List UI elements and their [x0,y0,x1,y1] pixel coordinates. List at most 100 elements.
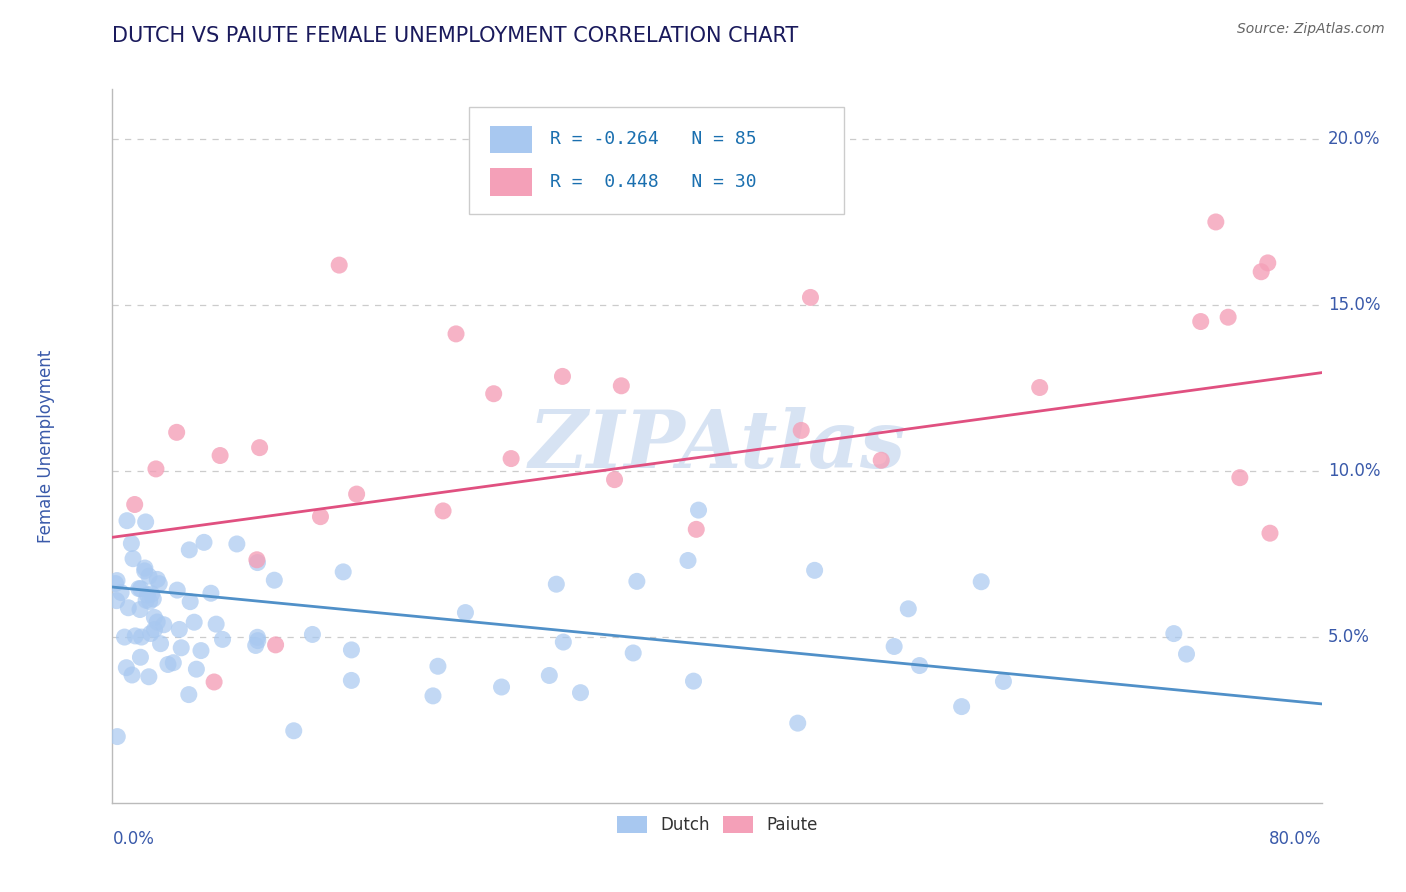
Point [432,504,454,518]
Point [146,573,169,587]
Point [117,600,139,615]
Point [249,441,271,455]
Point [1258,526,1281,541]
Point [263,573,285,587]
Point [426,659,449,673]
Point [121,668,143,682]
Point [115,514,138,528]
Point [610,379,633,393]
Point [786,716,808,731]
Point [246,630,269,644]
Text: 15.0%: 15.0% [1327,296,1381,314]
Text: 80.0%: 80.0% [1270,830,1322,848]
Point [138,569,160,583]
Point [246,633,269,648]
Text: Source: ZipAtlas.com: Source: ZipAtlas.com [1237,22,1385,37]
Point [129,602,152,616]
Point [142,591,165,606]
Point [105,593,128,607]
Point [134,564,156,578]
Text: 0.0%: 0.0% [112,830,155,848]
Point [908,658,931,673]
Point [205,617,228,632]
Point [790,424,813,438]
Point [105,574,128,588]
Point [170,640,193,655]
Point [970,574,993,589]
Point [193,535,215,549]
Bar [489,126,531,153]
Point [179,595,201,609]
Point [211,632,233,647]
Point [131,630,153,644]
Point [134,561,156,575]
Point [138,594,160,608]
Point [138,670,160,684]
Text: ZIPAtlas: ZIPAtlas [529,408,905,484]
Point [120,536,142,550]
Point [603,473,626,487]
Point [621,646,644,660]
Point [993,674,1015,689]
Legend: Dutch, Paiute: Dutch, Paiute [610,809,824,841]
Point [309,509,332,524]
Point [115,661,138,675]
Point [482,386,505,401]
Text: 20.0%: 20.0% [1327,130,1381,148]
Point [129,582,152,596]
Point [186,662,208,676]
Point [166,425,188,440]
Text: Female Unemployment: Female Unemployment [37,350,55,542]
Text: 5.0%: 5.0% [1327,628,1369,646]
Point [1257,256,1279,270]
Point [1250,265,1272,279]
Point [225,537,247,551]
Point [114,630,136,644]
Point [143,610,166,624]
Point [129,650,152,665]
Point [1175,647,1198,661]
Point [301,627,323,641]
Point [1229,471,1251,485]
Point [685,522,707,536]
Point [546,577,568,591]
Point [190,643,212,657]
Point [148,576,170,591]
Point [200,586,222,600]
Point [883,640,905,654]
Point [950,699,973,714]
Point [340,673,363,688]
Point [346,487,368,501]
Point [799,290,821,304]
Point [156,657,179,672]
Bar [489,169,531,195]
Text: R =  0.448   N = 30: R = 0.448 N = 30 [550,173,756,191]
Point [870,453,893,467]
Point [538,668,561,682]
Point [1028,380,1050,394]
Point [551,369,574,384]
Point [245,639,267,653]
Point [105,730,128,744]
Point [166,583,188,598]
Point [149,637,172,651]
Point [169,623,191,637]
Point [139,626,162,640]
Point [1216,310,1239,325]
Point [162,656,184,670]
Point [146,615,169,629]
Point [124,498,146,512]
Point [122,551,145,566]
Point [104,576,127,591]
Point [454,606,477,620]
Point [135,593,157,607]
Point [183,615,205,630]
Point [145,462,167,476]
Point [1205,215,1227,229]
Point [340,643,363,657]
Point [283,723,305,738]
Point [803,563,825,577]
Point [897,602,920,616]
Point [246,553,269,567]
Point [179,542,201,557]
